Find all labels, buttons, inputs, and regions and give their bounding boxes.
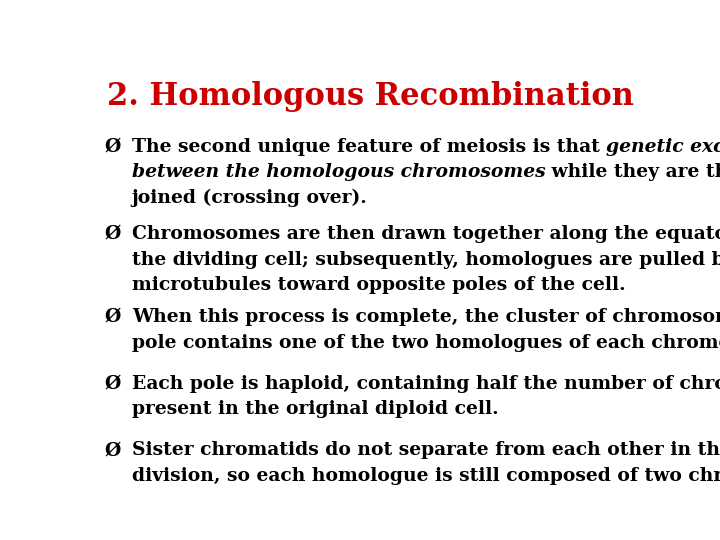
Text: pole contains one of the two homologues of each chromosome.: pole contains one of the two homologues …	[132, 334, 720, 352]
Text: Sister chromatids do not separate from each other in the first nuclear: Sister chromatids do not separate from e…	[132, 441, 720, 459]
Text: microtubules toward opposite poles of the cell.: microtubules toward opposite poles of th…	[132, 276, 626, 294]
Text: Ø: Ø	[104, 375, 120, 393]
Text: the dividing cell; subsequently, homologues are pulled by: the dividing cell; subsequently, homolog…	[132, 251, 720, 269]
Text: When this process is complete, the cluster of chromosomes at each: When this process is complete, the clust…	[132, 308, 720, 326]
Text: Ø: Ø	[104, 225, 120, 243]
Text: Ø: Ø	[104, 138, 120, 156]
Text: Ø: Ø	[104, 441, 120, 459]
Text: present in the original diploid cell.: present in the original diploid cell.	[132, 400, 498, 418]
Text: division, so each homologue is still composed of two chromatids.: division, so each homologue is still com…	[132, 467, 720, 485]
Text: genetic exchange occurs: genetic exchange occurs	[606, 138, 720, 156]
Text: Ø: Ø	[104, 308, 120, 326]
Text: Each pole is haploid, containing half the number of chromosomes: Each pole is haploid, containing half th…	[132, 375, 720, 393]
Text: joined (crossing over).: joined (crossing over).	[132, 189, 368, 207]
Text: The second unique feature of meiosis is that: The second unique feature of meiosis is …	[132, 138, 606, 156]
Text: while they are thus physically: while they are thus physically	[546, 163, 720, 181]
Text: between the homologous chromosomes: between the homologous chromosomes	[132, 163, 546, 181]
Text: Chromosomes are then drawn together along the equatorial plane of: Chromosomes are then drawn together alon…	[132, 225, 720, 243]
Text: 2. Homologous Recombination: 2. Homologous Recombination	[107, 82, 634, 112]
